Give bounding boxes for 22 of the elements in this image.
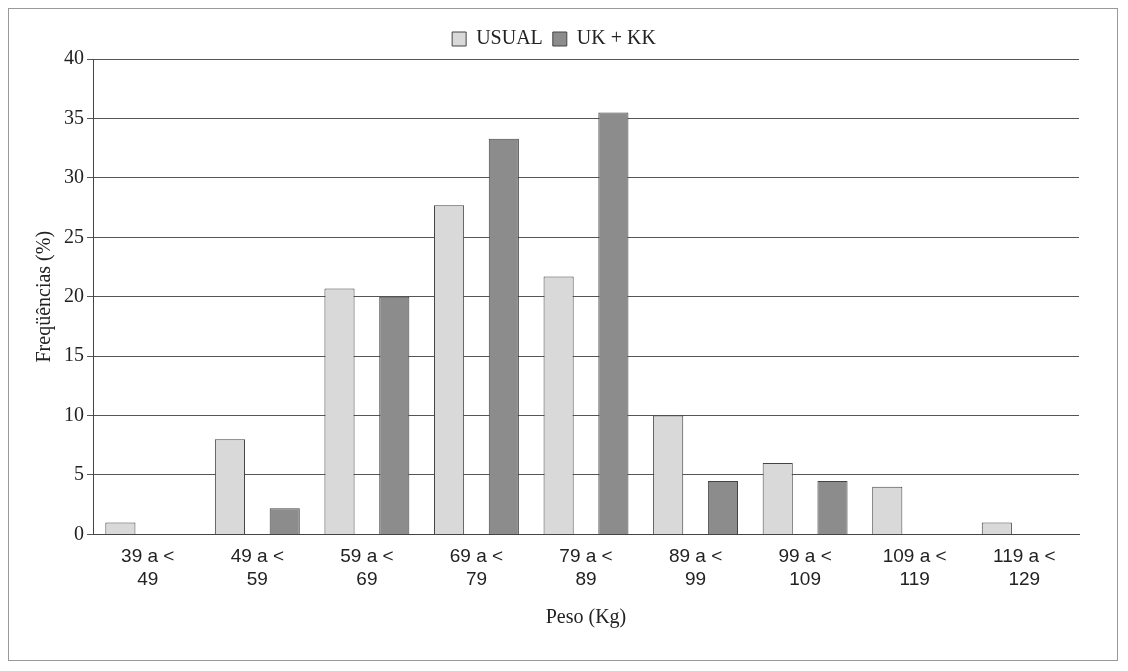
x-tick-label: 89 a < 99 bbox=[668, 545, 723, 589]
y-tick-label: 25 bbox=[64, 224, 84, 247]
x-tick-label: 119 a < 129 bbox=[992, 545, 1056, 589]
y-tick-label: 30 bbox=[64, 165, 84, 188]
y-tick-label: 0 bbox=[74, 521, 84, 544]
y-tick-label: 40 bbox=[64, 46, 84, 69]
x-tick-label: 59 a < 69 bbox=[340, 545, 394, 589]
y-tick-label: 20 bbox=[64, 283, 84, 306]
legend-label: UK + KK bbox=[576, 26, 657, 49]
y-tick-label: 10 bbox=[64, 402, 84, 425]
x-tick-label: 69 a < 79 bbox=[449, 545, 504, 589]
x-tick-label: 99 a < 109 bbox=[778, 545, 832, 589]
y-tick-label: 35 bbox=[64, 105, 84, 128]
y-tick-label: 15 bbox=[64, 343, 84, 366]
x-axis-title: Peso (Kg) bbox=[545, 605, 627, 629]
y-axis-title: Freqüências (%) bbox=[32, 230, 56, 363]
x-tick-label: 109 a < 119 bbox=[882, 545, 947, 589]
y-tick-label: 5 bbox=[74, 462, 84, 485]
x-tick-label: 79 a < 89 bbox=[559, 545, 613, 589]
x-tick-label: 49 a < 59 bbox=[230, 545, 285, 589]
legend-label: USUAL bbox=[476, 26, 543, 49]
x-tick-label: 39 a < 49 bbox=[121, 545, 175, 589]
